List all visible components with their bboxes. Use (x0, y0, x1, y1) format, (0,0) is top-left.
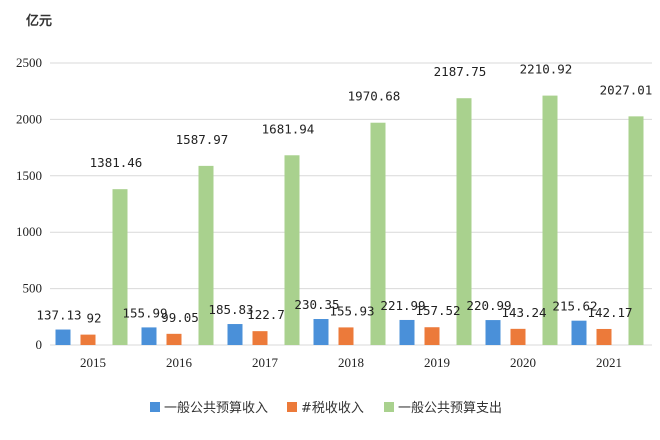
data-label: 2210.92 (520, 62, 573, 77)
y-tick-label: 1000 (16, 224, 42, 239)
bar (313, 319, 329, 345)
y-axis-ticks: 0 500 1000 1500 2000 2500 (16, 55, 42, 352)
data-label: 1970.68 (348, 89, 401, 104)
y-tick-label: 500 (23, 281, 43, 296)
x-axis-ticks: 2015 2016 2017 2018 2019 2020 2021 (80, 355, 622, 370)
x-tick-label: 2021 (596, 355, 622, 370)
bar (485, 320, 501, 345)
data-labels: 137.13 921381.46155.9999.051587.97185.831… (36, 62, 652, 326)
bar (284, 155, 300, 345)
data-label: 99.05 (161, 310, 199, 325)
data-label: 221.99 (380, 298, 425, 313)
data-label: 2027.01 (600, 82, 653, 97)
y-axis-unit-label: 亿元 (26, 13, 52, 29)
data-label: 155.93 (329, 303, 374, 318)
legend-swatch (287, 402, 297, 412)
bar (55, 329, 71, 345)
legend: 一般公共预算收入 #税收收入 一般公共预算支出 (150, 400, 502, 416)
x-tick-label: 2020 (510, 355, 536, 370)
bar (571, 320, 587, 345)
x-tick-label: 2015 (80, 355, 106, 370)
data-label: 143.24 (501, 305, 546, 320)
data-label: 137.13 (36, 308, 81, 323)
bar (198, 165, 214, 345)
data-label: 230.35 (294, 297, 339, 312)
data-label: 1587.97 (176, 132, 229, 147)
bar (166, 333, 182, 345)
legend-label: 一般公共预算收入 (164, 400, 268, 416)
y-tick-label: 2000 (16, 111, 42, 126)
bar (456, 98, 472, 345)
bar (596, 328, 612, 345)
bar (542, 95, 558, 346)
bar (141, 327, 157, 345)
data-label: 220.99 (466, 298, 511, 313)
data-label: 2187.75 (434, 64, 487, 79)
data-label: 92 (86, 311, 101, 326)
data-label: 122.7 (247, 307, 285, 322)
bar (399, 319, 415, 345)
legend-swatch (384, 402, 394, 412)
y-tick-label: 0 (36, 337, 43, 352)
bar (628, 116, 644, 345)
legend-label: 一般公共预算支出 (398, 400, 502, 416)
bar (510, 328, 526, 345)
x-tick-label: 2017 (252, 355, 279, 370)
data-label: 142.17 (587, 305, 632, 320)
data-label: 157.52 (415, 303, 460, 318)
legend-swatch (150, 402, 160, 412)
data-label: 1681.94 (262, 121, 315, 136)
bar (112, 189, 128, 345)
y-tick-label: 1500 (16, 168, 42, 183)
bar (370, 122, 386, 345)
x-tick-label: 2018 (338, 355, 364, 370)
bar (227, 324, 243, 345)
data-label: 185.83 (208, 302, 253, 317)
data-label: 1381.46 (90, 155, 143, 170)
y-tick-label: 2500 (16, 55, 42, 70)
data-label: 215.62 (552, 299, 597, 314)
bar (338, 327, 354, 345)
bars (55, 95, 644, 346)
bar (424, 327, 440, 345)
x-tick-label: 2019 (424, 355, 450, 370)
bar (252, 331, 268, 345)
legend-label: #税收收入 (301, 401, 364, 416)
bar (80, 334, 96, 345)
data-label: 155.99 (122, 305, 167, 320)
x-tick-label: 2016 (166, 355, 193, 370)
